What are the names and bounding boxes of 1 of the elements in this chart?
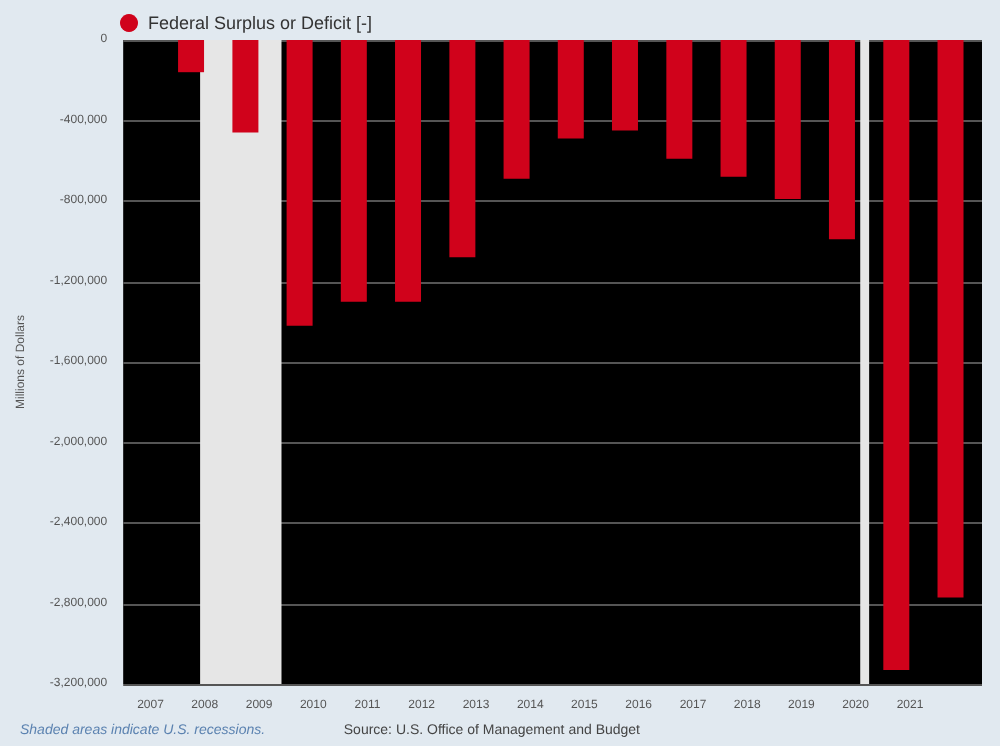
legend-label: Federal Surplus or Deficit [-] bbox=[148, 13, 373, 33]
